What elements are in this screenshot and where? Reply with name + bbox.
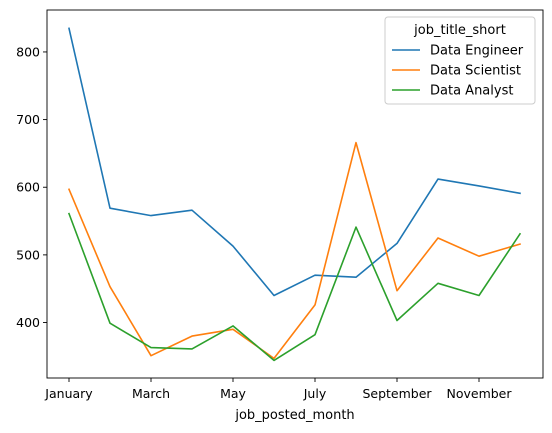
series-line-data-engineer: [68, 27, 521, 297]
x-tick-label: May: [220, 386, 246, 401]
legend-label: Data Analyst: [430, 84, 513, 99]
series-layer: [67, 27, 522, 362]
x-tick-label: January: [44, 386, 93, 401]
y-tick-label: 800: [16, 44, 40, 59]
x-axis: January March May July September November: [44, 378, 512, 401]
x-axis-title: job_posted_month: [234, 408, 354, 423]
legend-title: job_title_short: [413, 23, 506, 38]
legend-label: Data Engineer: [430, 44, 524, 59]
x-tick-label: March: [132, 386, 170, 401]
y-axis: 400 500 600 700 800: [16, 44, 47, 330]
y-tick-label: 700: [16, 112, 40, 127]
legend-frame: [384, 16, 536, 105]
y-tick-label: 500: [16, 247, 40, 262]
plot-frame: [46, 9, 544, 379]
series-line-data-analyst: [67, 212, 522, 362]
x-tick-label: November: [446, 386, 512, 401]
y-tick-label: 600: [16, 180, 40, 195]
x-tick-label: September: [362, 386, 432, 401]
y-tick-label: 400: [16, 315, 40, 330]
legend-label: Data Scientist: [430, 64, 521, 79]
legend: job_title_short Data Engineer Data Scient…: [384, 16, 536, 105]
x-tick-label: July: [303, 386, 327, 401]
